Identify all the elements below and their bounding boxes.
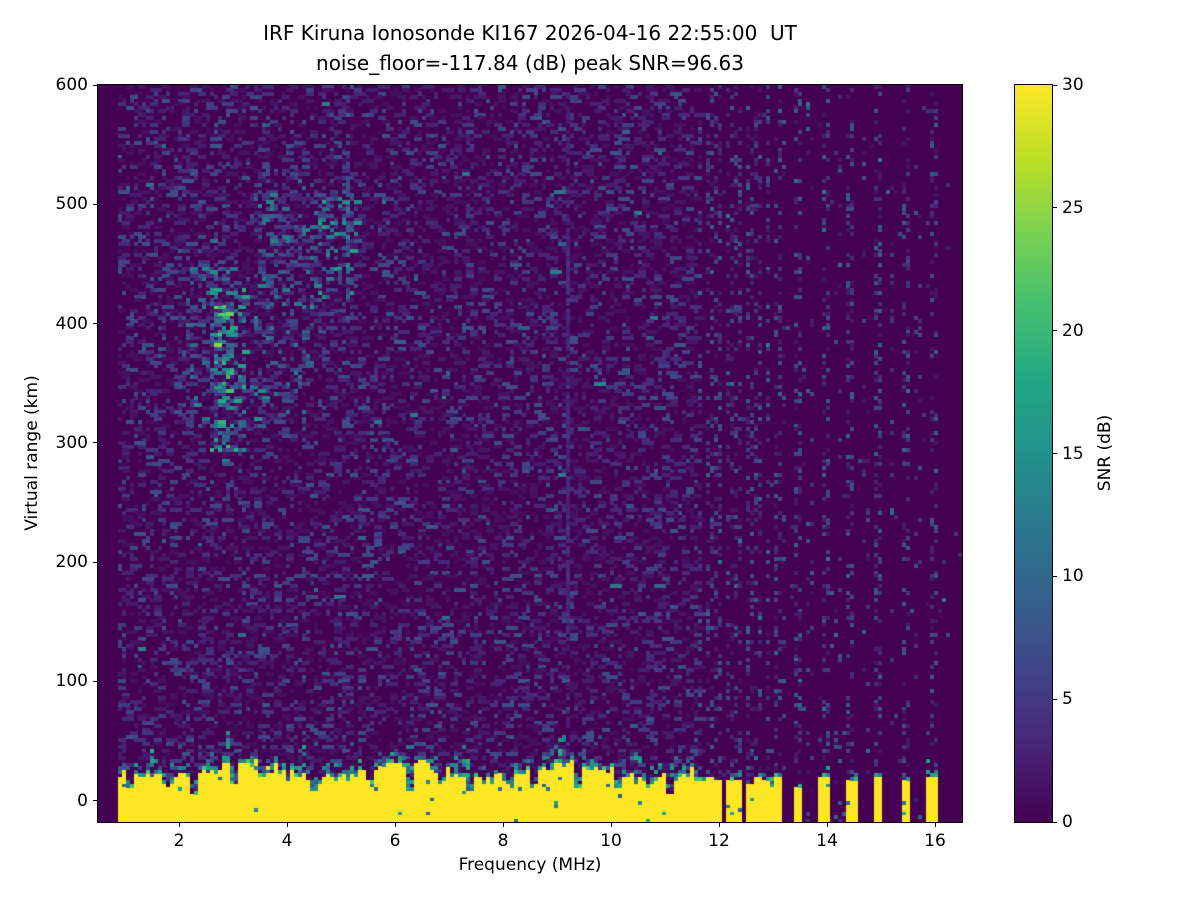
- x-tick: [610, 823, 612, 827]
- chart-title: IRF Kiruna Ionosonde KI167 2026-04-16 22…: [263, 21, 797, 45]
- colorbar-tick: [1053, 698, 1057, 700]
- x-tick-label: 14: [816, 831, 838, 851]
- y-tick-label: 400: [55, 313, 88, 334]
- colorbar-tick: [1053, 207, 1057, 209]
- y-tick-label: 100: [55, 671, 88, 692]
- x-tick: [394, 823, 396, 827]
- x-tick: [178, 823, 180, 827]
- x-tick: [502, 823, 504, 827]
- colorbar-tick: [1053, 821, 1057, 823]
- colorbar-tick: [1053, 84, 1057, 86]
- y-tick-label: 600: [55, 75, 88, 95]
- x-tick: [934, 823, 936, 827]
- x-tick: [718, 823, 720, 827]
- x-tick-label: 2: [173, 831, 185, 851]
- y-tick: [93, 203, 97, 205]
- y-tick-label: 500: [55, 194, 88, 215]
- y-tick: [93, 442, 97, 444]
- x-tick-label: 4: [281, 831, 293, 851]
- colorbar-gradient: [1015, 85, 1052, 822]
- x-tick-label: 16: [924, 831, 946, 851]
- y-tick: [93, 561, 97, 563]
- ionogram-heatmap-canvas: [98, 85, 962, 822]
- colorbar-tick-label: 15: [1062, 443, 1084, 464]
- x-tick: [286, 823, 288, 827]
- y-tick: [93, 800, 97, 802]
- x-tick-label: 6: [389, 831, 401, 851]
- colorbar-tick: [1053, 330, 1057, 332]
- y-tick: [93, 323, 97, 324]
- colorbar-tick: [1053, 575, 1057, 577]
- colorbar-tick-label: 5: [1062, 689, 1073, 710]
- x-tick-label: 10: [600, 831, 622, 851]
- y-tick: [93, 680, 97, 682]
- x-tick: [826, 823, 828, 827]
- x-axis-label: Frequency (MHz): [458, 855, 602, 875]
- colorbar-tick-label: 10: [1062, 566, 1084, 587]
- colorbar-tick: [1053, 453, 1057, 454]
- colorbar: [1014, 84, 1053, 823]
- y-tick-label: 0: [77, 790, 88, 811]
- y-tick-label: 300: [55, 432, 88, 453]
- colorbar-tick-label: 30: [1062, 75, 1084, 95]
- y-tick: [93, 84, 97, 86]
- x-tick-label: 8: [497, 831, 509, 851]
- plot-area: [97, 84, 963, 823]
- colorbar-tick-label: 0: [1062, 812, 1073, 832]
- x-tick-label: 12: [708, 831, 730, 851]
- colorbar-tick-label: 25: [1062, 197, 1084, 218]
- chart-subtitle: noise_floor=-117.84 (dB) peak SNR=96.63: [316, 51, 744, 75]
- colorbar-tick-label: 20: [1062, 320, 1084, 341]
- y-tick-label: 200: [55, 552, 88, 573]
